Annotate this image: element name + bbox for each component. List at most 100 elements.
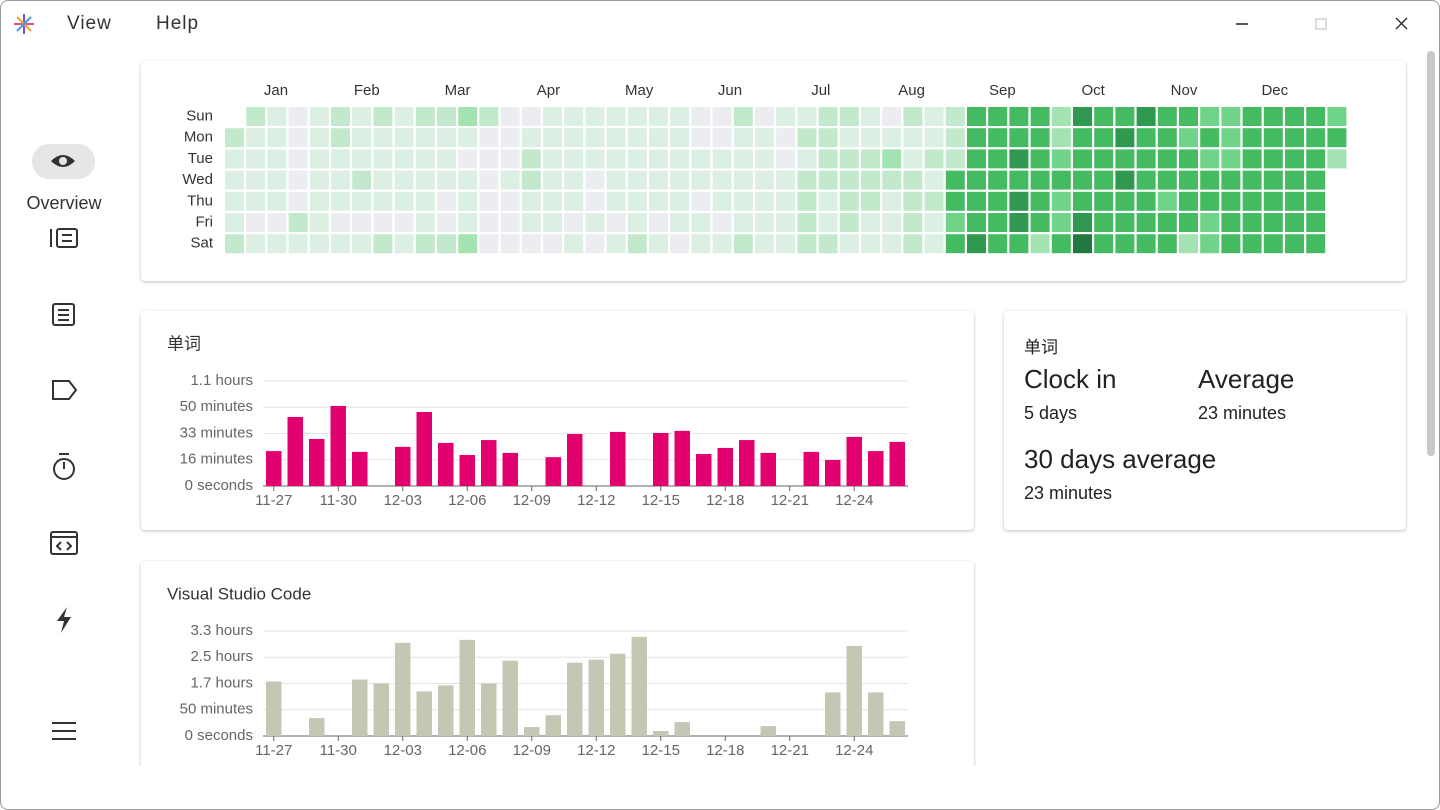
heatmap-cell xyxy=(1030,234,1050,254)
heatmap-cell xyxy=(1242,170,1262,190)
nav-records[interactable] xyxy=(50,228,78,248)
nav-tags[interactable] xyxy=(52,380,78,400)
stat-value: 5 days xyxy=(1024,403,1078,423)
heatmap-cell xyxy=(797,128,817,148)
heatmap-cell xyxy=(1242,191,1262,211)
heatmap-cell xyxy=(331,128,350,148)
heatmap-cell xyxy=(882,191,902,211)
nav-power[interactable] xyxy=(57,607,71,633)
heatmap-cell xyxy=(1094,234,1114,254)
heatmap-cell xyxy=(246,128,266,148)
heatmap-cell xyxy=(1200,213,1220,232)
heatmap-cell xyxy=(479,149,499,169)
scrollbar[interactable] xyxy=(1427,51,1435,456)
heatmap-cell xyxy=(1285,170,1304,190)
heatmap-cell xyxy=(1285,191,1304,211)
heatmap-cell xyxy=(1263,234,1283,254)
heatmap-cell xyxy=(1009,170,1029,190)
heatmap-cell xyxy=(373,234,393,254)
maximize[interactable] xyxy=(1315,18,1327,30)
x-tick-label: 12-09 xyxy=(513,492,551,509)
heatmap-cell xyxy=(945,170,965,190)
heatmap-cell xyxy=(415,234,435,254)
heatmap-cell xyxy=(967,213,986,232)
heatmap-cell xyxy=(415,149,435,169)
bar xyxy=(502,660,518,736)
heatmap-cell xyxy=(649,149,668,169)
heatmap-cell xyxy=(521,234,541,254)
heatmap-cell xyxy=(415,170,435,190)
heatmap-cell xyxy=(733,128,753,148)
nav-menu[interactable] xyxy=(52,722,76,740)
heatmap-cell xyxy=(1136,107,1156,126)
heatmap-cell xyxy=(331,107,350,126)
heatmap-cell xyxy=(861,170,880,190)
heatmap-cell xyxy=(755,107,774,126)
sidebar: Overview xyxy=(26,144,103,740)
x-tick-label: 11-30 xyxy=(320,492,357,509)
heatmap-cell xyxy=(1073,149,1092,169)
nav-code[interactable] xyxy=(50,531,78,555)
heatmap-cell xyxy=(712,191,732,211)
heatmap-cell xyxy=(1221,234,1241,254)
y-tick-label: 0 seconds xyxy=(185,477,253,494)
heatmap-cell xyxy=(797,107,817,126)
heatmap-cell xyxy=(882,128,902,148)
heatmap-cell xyxy=(670,128,690,148)
heatmap-cell xyxy=(564,191,584,211)
bar xyxy=(868,451,884,486)
y-tick-label: 1.7 hours xyxy=(190,674,253,691)
heatmap-cell xyxy=(839,213,859,232)
weekday-label: Tue xyxy=(188,150,213,167)
x-tick-label: 12-03 xyxy=(384,492,422,509)
bar xyxy=(739,440,755,486)
heatmap-cell xyxy=(606,234,626,254)
heatmap-cell xyxy=(945,149,965,169)
heatmap-cell xyxy=(776,213,796,232)
heatmap-cell xyxy=(691,128,711,148)
heatmap-cell xyxy=(1263,149,1283,169)
bar xyxy=(717,447,733,486)
bar xyxy=(373,683,389,736)
bar xyxy=(395,642,411,736)
weekday-label: Mon xyxy=(184,129,213,146)
bar xyxy=(825,692,841,736)
heatmap-cell xyxy=(627,234,647,254)
heatmap-cell xyxy=(288,107,308,126)
bar xyxy=(481,440,497,486)
heatmap-cell xyxy=(945,128,965,148)
heatmap-cell xyxy=(585,170,605,190)
x-tick-label: 12-21 xyxy=(771,742,809,759)
close[interactable] xyxy=(1395,17,1408,30)
heatmap-cell xyxy=(924,149,944,169)
heatmap-cell xyxy=(733,149,753,169)
heatmap-cell xyxy=(882,213,902,232)
heatmap-cell xyxy=(1157,213,1177,232)
heatmap-cell xyxy=(500,234,520,254)
heatmap-cell xyxy=(1009,191,1029,211)
heatmap-cell xyxy=(479,213,499,232)
heatmap-cell xyxy=(903,170,923,190)
heatmap-cell xyxy=(924,107,944,126)
nav-timer[interactable] xyxy=(53,453,75,480)
heatmap-cell xyxy=(733,107,753,126)
menu-help[interactable]: Help xyxy=(156,13,200,34)
heatmap-cell xyxy=(500,213,520,232)
heatmap-cell xyxy=(1242,213,1262,232)
menu-view[interactable]: View xyxy=(67,13,112,34)
chart-title: 单词 xyxy=(167,334,201,353)
heatmap-cell xyxy=(458,149,478,169)
heatmap-cell xyxy=(1094,213,1114,232)
heatmap-cell xyxy=(712,128,732,148)
y-tick-label: 33 minutes xyxy=(180,424,253,441)
heatmap-cell xyxy=(1179,191,1198,211)
heatmap-cell xyxy=(903,107,923,126)
nav-list[interactable] xyxy=(52,303,75,326)
heatmap-cell xyxy=(903,191,923,211)
heatmap-cell xyxy=(1009,213,1029,232)
heatmap-cell xyxy=(288,213,308,232)
heatmap-cell xyxy=(225,149,244,169)
heatmap-cell xyxy=(1136,191,1156,211)
heatmap-cell xyxy=(649,170,668,190)
heatmap-cell xyxy=(1136,149,1156,169)
